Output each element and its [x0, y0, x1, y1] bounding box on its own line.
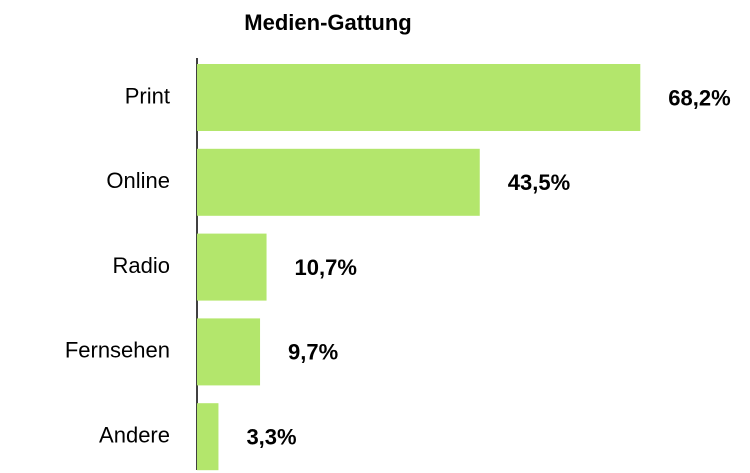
bar: [197, 318, 261, 386]
category-label: Fernsehen: [65, 338, 170, 363]
bar: [197, 233, 267, 301]
bar: [197, 64, 641, 131]
chart-title: Medien-Gattung: [244, 10, 411, 35]
value-label: 10,7%: [295, 255, 357, 280]
value-label: 68,2%: [668, 85, 730, 110]
category-label: Andere: [99, 423, 170, 448]
bar: [197, 403, 219, 471]
category-label: Radio: [113, 253, 170, 278]
value-label: 43,5%: [508, 170, 570, 195]
value-label: 9,7%: [288, 340, 338, 365]
value-label: 3,3%: [246, 425, 296, 450]
bar: [197, 148, 480, 216]
category-label: Print: [125, 83, 170, 108]
category-label: Online: [106, 168, 170, 193]
